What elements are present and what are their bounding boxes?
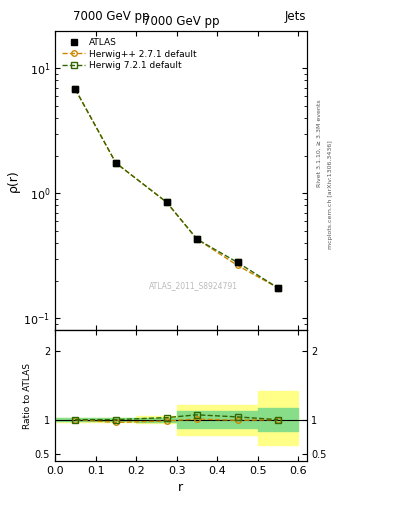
Herwig++ 2.7.1 default (276, 285, 281, 291)
Text: 7000 GeV pp: 7000 GeV pp (143, 15, 219, 28)
Herwig 7.2.1 default (164, 199, 169, 205)
Text: mcplots.cern.ch [arXiv:1306.3436]: mcplots.cern.ch [arXiv:1306.3436] (328, 140, 333, 249)
Text: 7000 GeV pp: 7000 GeV pp (73, 10, 150, 23)
Herwig++ 2.7.1 default (114, 160, 118, 166)
Herwig 7.2.1 default (114, 160, 118, 166)
Text: Rivet 3.1.10, ≥ 3.3M events: Rivet 3.1.10, ≥ 3.3M events (316, 99, 321, 187)
Line: Herwig++ 2.7.1 default: Herwig++ 2.7.1 default (73, 87, 281, 291)
Text: ATLAS_2011_S8924791: ATLAS_2011_S8924791 (149, 281, 238, 290)
Y-axis label: ρ(r): ρ(r) (7, 169, 20, 192)
Text: Jets: Jets (285, 10, 307, 23)
Herwig 7.2.1 default (73, 86, 78, 92)
Herwig 7.2.1 default (276, 285, 281, 291)
X-axis label: r: r (178, 481, 184, 494)
Herwig 7.2.1 default (235, 260, 240, 266)
Herwig++ 2.7.1 default (195, 236, 199, 242)
Herwig 7.2.1 default (195, 236, 199, 242)
Herwig++ 2.7.1 default (73, 86, 78, 92)
Y-axis label: Ratio to ATLAS: Ratio to ATLAS (23, 362, 32, 429)
Line: Herwig 7.2.1 default: Herwig 7.2.1 default (73, 87, 281, 291)
Herwig++ 2.7.1 default (164, 199, 169, 205)
Herwig++ 2.7.1 default (235, 262, 240, 268)
Legend: ATLAS, Herwig++ 2.7.1 default, Herwig 7.2.1 default: ATLAS, Herwig++ 2.7.1 default, Herwig 7.… (59, 35, 200, 73)
